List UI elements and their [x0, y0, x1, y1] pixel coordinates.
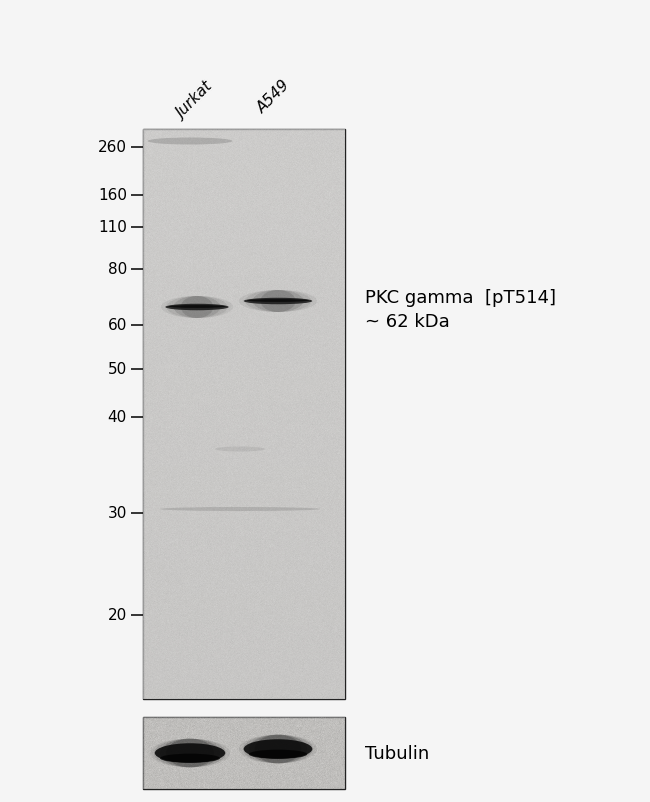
Ellipse shape [166, 739, 214, 768]
Text: Tubulin: Tubulin [365, 744, 429, 762]
Ellipse shape [249, 750, 307, 759]
Bar [143, 717, 345, 789]
Ellipse shape [160, 508, 320, 512]
Ellipse shape [239, 735, 317, 764]
Text: 80: 80 [108, 262, 127, 277]
Text: A549: A549 [254, 77, 293, 115]
Text: 50: 50 [108, 362, 127, 377]
Ellipse shape [168, 306, 226, 309]
Text: 60: 60 [108, 318, 127, 333]
Ellipse shape [150, 739, 230, 768]
Ellipse shape [215, 447, 265, 452]
Ellipse shape [253, 290, 304, 313]
Ellipse shape [148, 138, 233, 145]
Ellipse shape [244, 298, 312, 305]
Ellipse shape [181, 297, 213, 318]
Ellipse shape [161, 297, 233, 318]
Text: Jurkat: Jurkat [174, 79, 216, 122]
Ellipse shape [247, 300, 309, 302]
Ellipse shape [160, 754, 220, 763]
Ellipse shape [165, 305, 229, 311]
Text: 30: 30 [108, 506, 127, 520]
Ellipse shape [245, 290, 311, 313]
Ellipse shape [155, 743, 225, 763]
Text: 110: 110 [98, 221, 127, 235]
Text: 260: 260 [98, 140, 127, 156]
Text: ~ 62 kDa: ~ 62 kDa [365, 313, 450, 330]
Ellipse shape [160, 739, 220, 768]
Ellipse shape [174, 297, 220, 318]
Ellipse shape [154, 739, 226, 768]
Text: PKC gamma  [pT514]: PKC gamma [pT514] [365, 289, 556, 306]
Ellipse shape [244, 739, 312, 759]
Bar [143, 130, 345, 699]
Ellipse shape [249, 735, 307, 764]
Text: 160: 160 [98, 188, 127, 203]
Ellipse shape [239, 290, 317, 313]
Ellipse shape [261, 290, 296, 313]
Text: 40: 40 [108, 410, 127, 425]
Text: 20: 20 [108, 608, 127, 622]
Ellipse shape [255, 735, 302, 764]
Ellipse shape [166, 297, 228, 318]
Ellipse shape [243, 735, 313, 764]
